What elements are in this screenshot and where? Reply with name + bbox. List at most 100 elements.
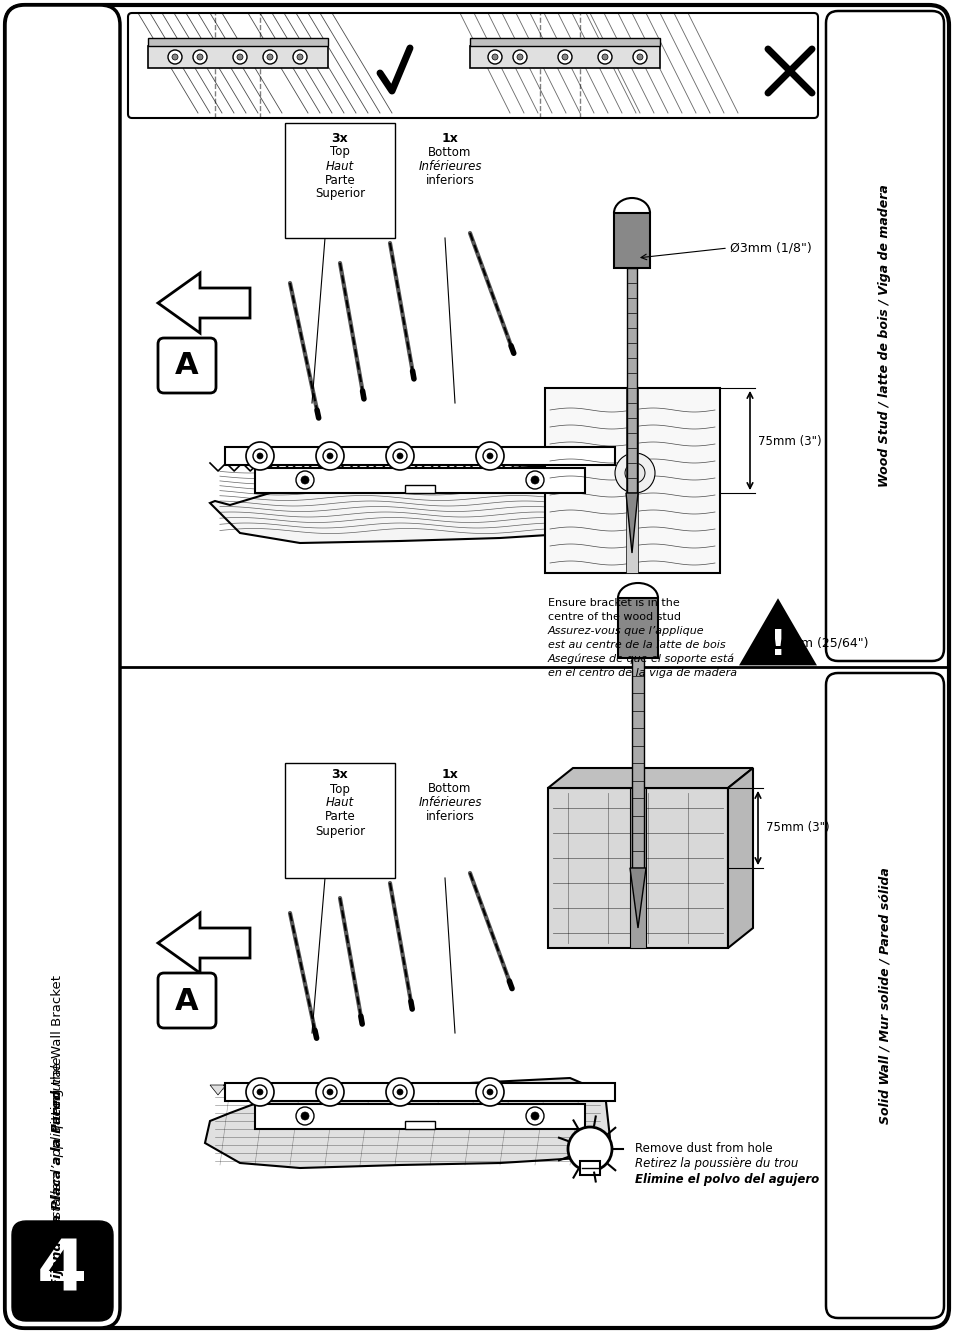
Circle shape (488, 51, 501, 64)
Text: est au centre de la latte de bois: est au centre de la latte de bois (547, 640, 725, 651)
Text: 3x: 3x (332, 132, 348, 144)
Polygon shape (514, 1085, 530, 1094)
Circle shape (315, 443, 344, 471)
Text: Assurez-vous que l’applique: Assurez-vous que l’applique (547, 627, 704, 636)
Circle shape (301, 476, 309, 484)
Bar (629, 788, 645, 948)
Text: Ø10mm (25/64"): Ø10mm (25/64") (762, 636, 867, 649)
Polygon shape (547, 768, 752, 788)
Text: Fitting the Wall Bracket: Fitting the Wall Bracket (51, 976, 65, 1130)
Circle shape (172, 55, 178, 60)
Circle shape (295, 1106, 314, 1125)
Circle shape (633, 51, 646, 64)
Circle shape (476, 1078, 503, 1106)
Polygon shape (275, 1085, 292, 1094)
Circle shape (246, 443, 274, 471)
Polygon shape (210, 1085, 226, 1094)
Bar (625, 388, 638, 573)
FancyBboxPatch shape (5, 5, 120, 1328)
Circle shape (327, 1089, 333, 1094)
Circle shape (253, 449, 267, 463)
Circle shape (256, 453, 263, 459)
Text: Parte: Parte (324, 173, 355, 187)
Bar (579, 1161, 599, 1174)
Polygon shape (158, 273, 250, 333)
Text: 3x: 3x (332, 769, 348, 781)
Circle shape (567, 1126, 612, 1170)
Polygon shape (329, 1085, 345, 1094)
Circle shape (233, 51, 247, 64)
Circle shape (196, 55, 203, 60)
Polygon shape (421, 1085, 437, 1094)
Circle shape (396, 1089, 402, 1094)
Circle shape (386, 443, 414, 471)
Circle shape (393, 1085, 407, 1098)
FancyBboxPatch shape (825, 673, 943, 1318)
Circle shape (598, 51, 612, 64)
Text: Haut: Haut (326, 797, 354, 809)
Text: 75mm (3"): 75mm (3") (765, 821, 829, 834)
Polygon shape (263, 1085, 278, 1094)
Text: Bottom: Bottom (428, 145, 471, 159)
Polygon shape (740, 601, 814, 664)
Text: 75mm (3"): 75mm (3") (758, 435, 821, 448)
Bar (285, 762, 395, 878)
Circle shape (492, 55, 497, 60)
Bar (405, 485, 435, 493)
Bar (405, 1121, 435, 1129)
Circle shape (267, 55, 273, 60)
Text: Top: Top (330, 145, 350, 159)
Circle shape (246, 1078, 274, 1106)
Polygon shape (435, 1085, 450, 1094)
Circle shape (531, 1112, 538, 1120)
Text: Ø3mm (1/8"): Ø3mm (1/8") (729, 241, 811, 255)
Circle shape (396, 453, 402, 459)
Polygon shape (236, 1085, 253, 1094)
Text: Superior: Superior (314, 188, 365, 200)
Circle shape (393, 449, 407, 463)
Bar (470, 39, 659, 47)
Circle shape (531, 476, 538, 484)
Polygon shape (210, 465, 609, 543)
Polygon shape (381, 1085, 397, 1094)
Polygon shape (395, 1085, 411, 1094)
Polygon shape (342, 1085, 357, 1094)
Text: Parte: Parte (324, 810, 355, 824)
Circle shape (482, 1085, 497, 1098)
Bar (285, 123, 395, 239)
Text: Inférieures: Inférieures (417, 160, 481, 172)
Circle shape (517, 55, 522, 60)
Polygon shape (579, 1085, 596, 1094)
Polygon shape (527, 1085, 542, 1094)
Circle shape (327, 453, 333, 459)
Text: Solid Wall / Mur solide / Pared sólida: Solid Wall / Mur solide / Pared sólida (878, 868, 890, 1124)
Bar (225, 447, 615, 465)
Text: Asegúrese de que el soporte está: Asegúrese de que el soporte está (547, 653, 735, 664)
Circle shape (323, 1085, 336, 1098)
Bar (618, 599, 658, 659)
Polygon shape (474, 1085, 490, 1094)
Text: Inférieures: Inférieures (417, 797, 481, 809)
Polygon shape (566, 1085, 582, 1094)
Bar (544, 388, 720, 573)
Circle shape (558, 51, 572, 64)
Circle shape (386, 1078, 414, 1106)
FancyBboxPatch shape (825, 11, 943, 661)
Text: 1x: 1x (441, 132, 458, 144)
Polygon shape (355, 1085, 371, 1094)
Text: Bottom: Bottom (428, 782, 471, 796)
Text: Ensure bracket is in the: Ensure bracket is in the (547, 599, 679, 608)
Text: 1x: 1x (441, 769, 458, 781)
Text: en el centro de la viga de madera: en el centro de la viga de madera (547, 668, 737, 678)
Circle shape (236, 55, 243, 60)
FancyBboxPatch shape (158, 339, 215, 393)
Circle shape (315, 1078, 344, 1106)
FancyBboxPatch shape (128, 13, 817, 119)
Text: Wood Stud / latte de bois / Viga de madera: Wood Stud / latte de bois / Viga de made… (878, 185, 890, 488)
Bar (148, 47, 328, 68)
Polygon shape (315, 1085, 332, 1094)
Text: Top: Top (330, 782, 350, 796)
Text: Superior: Superior (314, 825, 365, 837)
Polygon shape (500, 1085, 517, 1094)
Text: inferiors: inferiors (425, 810, 474, 824)
